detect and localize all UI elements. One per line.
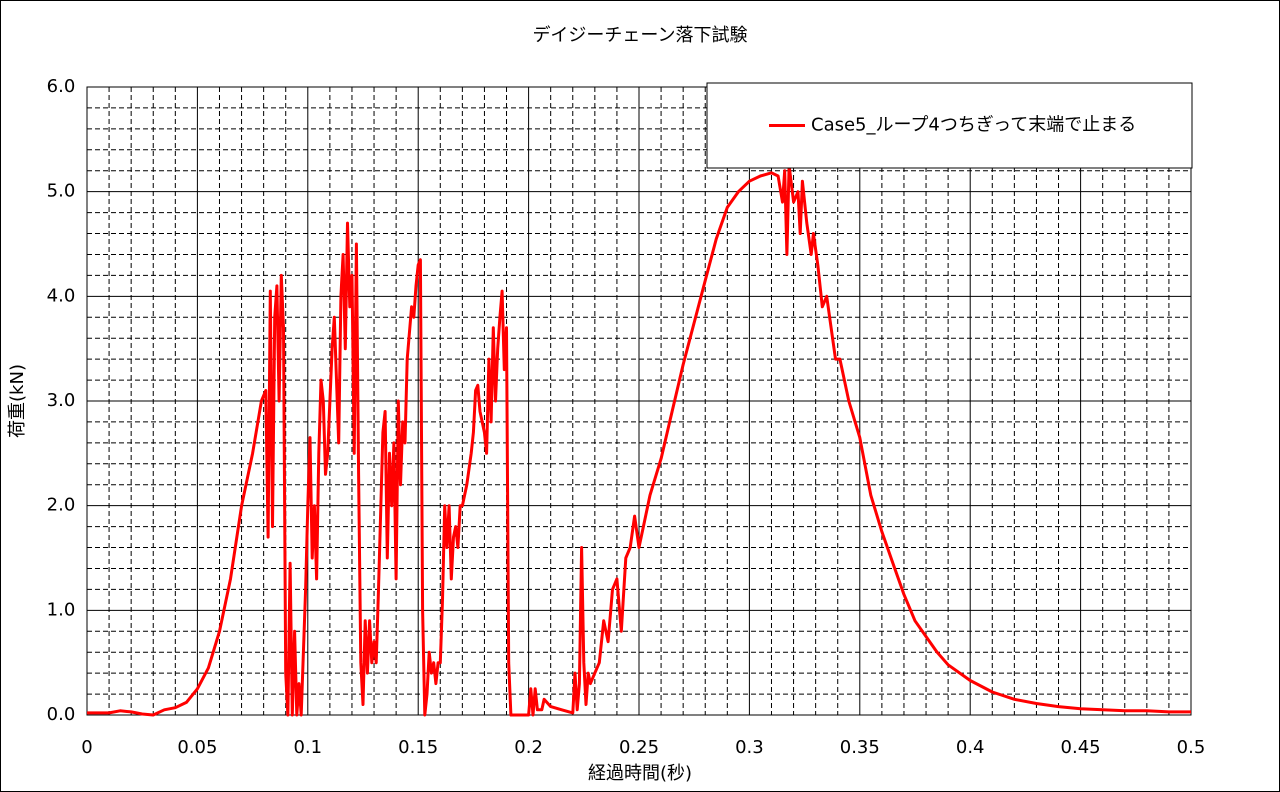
x-tick-label: 0.5 — [1177, 737, 1206, 758]
data-line — [87, 164, 1191, 717]
x-tick-label: 0.3 — [735, 737, 764, 758]
y-tick-label: 5.0 — [47, 181, 76, 202]
x-tick-label: 0.2 — [514, 737, 543, 758]
x-tick-label: 0.45 — [1061, 737, 1101, 758]
y-tick-label: 4.0 — [47, 285, 76, 306]
x-tick-label: 0.25 — [619, 737, 659, 758]
y-tick-label: 3.0 — [47, 390, 76, 411]
x-tick-label: 0.4 — [956, 737, 985, 758]
x-axis-label: 経過時間(秒) — [588, 763, 692, 784]
y-tick-label: 0.0 — [47, 704, 76, 725]
y-tick-label: 1.0 — [47, 599, 76, 620]
y-axis-label: 荷重(kN) — [7, 364, 28, 438]
x-tick-label: 0.05 — [177, 737, 217, 758]
y-tick-label: 2.0 — [47, 495, 76, 516]
y-tick-label: 6.0 — [47, 76, 76, 97]
x-tick-label: 0 — [81, 737, 92, 758]
legend-label: Case5_ループ4つちぎって末端で止まる — [811, 115, 1136, 136]
x-tick-label: 0.1 — [293, 737, 322, 758]
x-tick-label: 0.15 — [398, 737, 438, 758]
plot-border — [86, 86, 1192, 716]
chart-title: デイジーチェーン落下試験 — [532, 25, 747, 46]
x-tick-label: 0.35 — [840, 737, 880, 758]
